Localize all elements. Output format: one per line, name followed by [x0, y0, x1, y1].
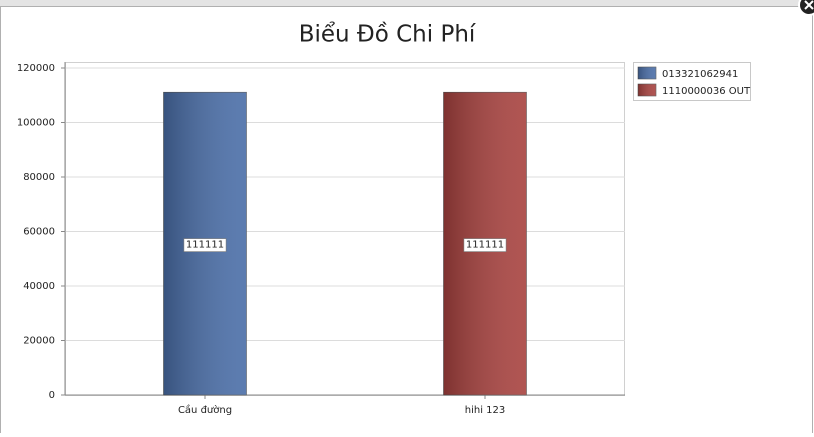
close-icon[interactable] — [804, 0, 814, 10]
y-tick-label: 20000 — [23, 336, 55, 347]
legend-label: 013321062941 — [662, 69, 738, 80]
x-tick-label: Cầu đường — [178, 404, 232, 416]
y-tick-label: 100000 — [17, 118, 55, 129]
close-button[interactable] — [798, 0, 814, 16]
plot-area — [65, 62, 625, 396]
x-tick-label: hihi 123 — [465, 405, 506, 416]
y-tick-label: 80000 — [23, 172, 55, 183]
chart-title: Biểu Đồ Chi Phí — [299, 22, 476, 48]
y-tick-label: 60000 — [23, 227, 55, 238]
y-tick-label: 120000 — [17, 63, 55, 74]
data-label-box — [183, 238, 227, 252]
legend-label: 1110000036 OUT — [662, 86, 751, 97]
data-label: 111111 — [466, 240, 504, 251]
data-label: 111111 — [186, 240, 224, 251]
legend-swatch-shade — [638, 84, 656, 96]
y-tick-label: 0 — [49, 390, 55, 401]
legend-swatch-shade — [638, 67, 656, 79]
data-label-box — [463, 238, 507, 252]
y-tick-label: 40000 — [23, 281, 55, 292]
window-strip — [0, 0, 814, 8]
